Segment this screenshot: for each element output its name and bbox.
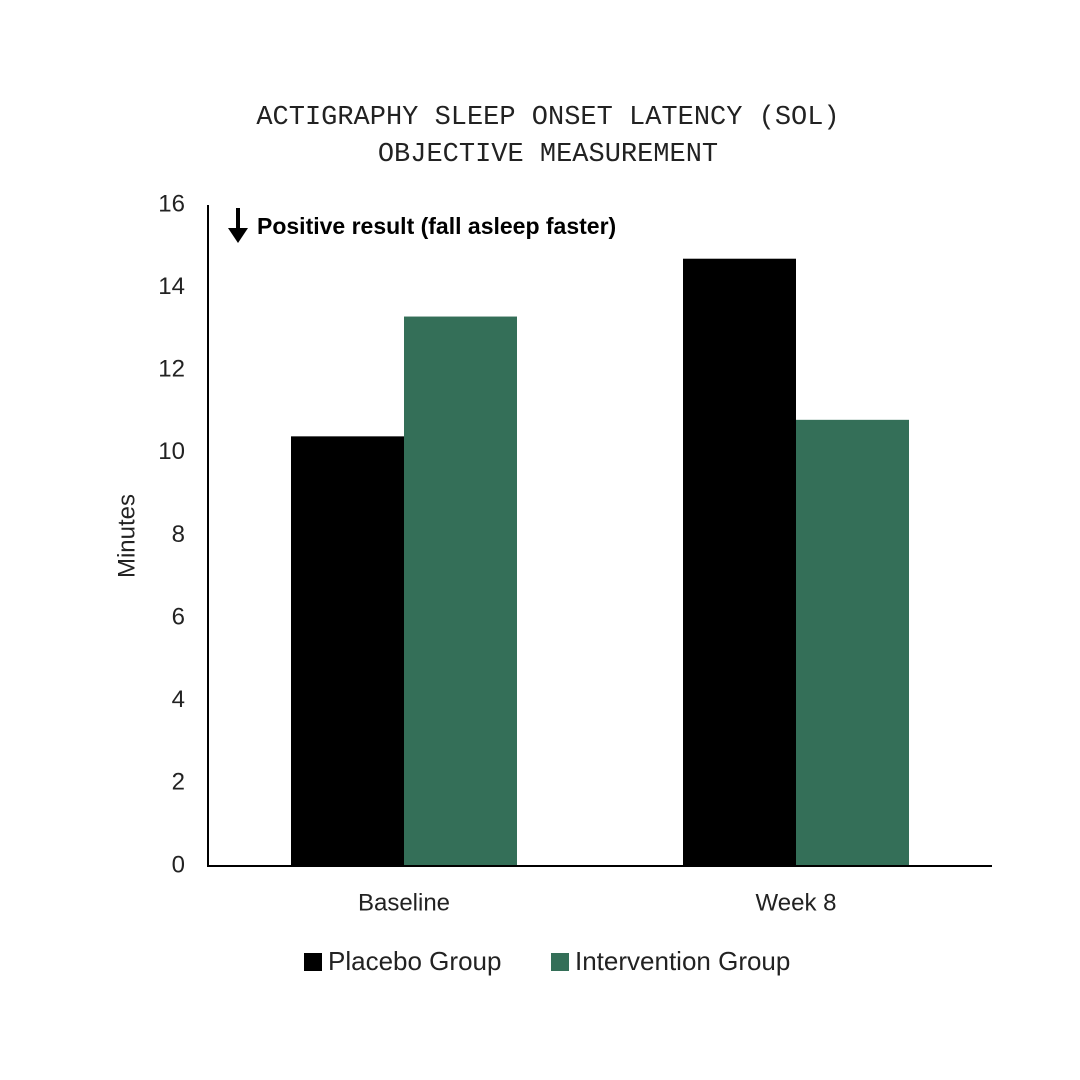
y-tick-label: 2: [172, 769, 185, 796]
chart-title: OBJECTIVE MEASUREMENT: [378, 140, 718, 170]
legend-swatch: [551, 953, 569, 971]
chart-title: ACTIGRAPHY SLEEP ONSET LATENCY (SOL): [256, 103, 839, 133]
annotation: Positive result (fall asleep faster): [257, 213, 616, 239]
y-tick-label: 6: [172, 603, 185, 630]
y-tick-label: 4: [172, 686, 185, 713]
y-tick-label: 16: [158, 190, 185, 217]
bar: [683, 258, 796, 866]
bar: [404, 316, 517, 866]
y-tick-label: 12: [158, 356, 185, 383]
legend-label: Placebo Group: [328, 946, 501, 976]
x-tick-label: Week 8: [756, 889, 837, 916]
y-axis-label: Minutes: [113, 494, 140, 578]
legend-label: Intervention Group: [575, 946, 790, 976]
x-tick-label: Baseline: [358, 889, 450, 916]
legend-swatch: [304, 953, 322, 971]
y-tick-label: 14: [158, 273, 185, 300]
y-tick-label: 10: [158, 438, 185, 465]
bar: [291, 436, 404, 866]
y-tick-label: 0: [172, 851, 185, 878]
bar: [796, 419, 909, 866]
annotation-arrow: [228, 208, 248, 243]
y-tick-label: 8: [172, 521, 185, 548]
